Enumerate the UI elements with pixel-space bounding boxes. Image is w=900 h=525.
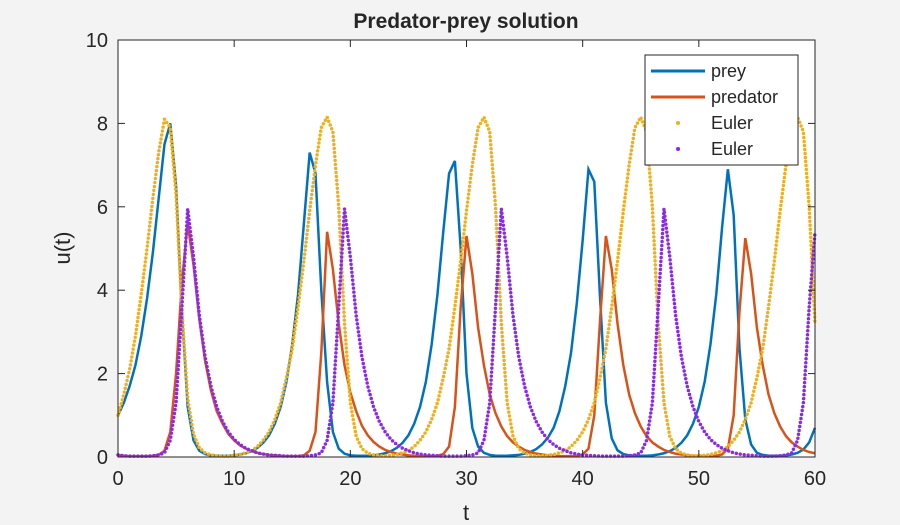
legend-label: Euler [711,139,753,159]
y-tick-label: 2 [97,364,108,386]
y-tick-label: 8 [97,113,108,135]
y-tick-label: 4 [97,280,108,302]
chart-title: Predator-prey solution [353,10,578,33]
y-axis-label: u(t) [50,232,75,265]
x-tick-label: 10 [223,468,245,490]
y-tick-label: 10 [86,30,108,52]
x-axis-label: t [463,500,469,525]
x-tick-label: 0 [112,468,123,490]
y-tick-label: 6 [97,197,108,219]
x-tick-label: 20 [339,468,361,490]
x-tick-label: 40 [572,468,594,490]
legend-label: prey [711,61,746,81]
x-tick-label: 60 [804,468,826,490]
legend-box [644,54,799,166]
x-tick-label: 30 [455,468,477,490]
legend-label: Euler [711,113,753,133]
y-tick-label: 0 [97,447,108,469]
legend-label: predator [711,87,778,107]
x-tick-label: 50 [688,468,710,490]
